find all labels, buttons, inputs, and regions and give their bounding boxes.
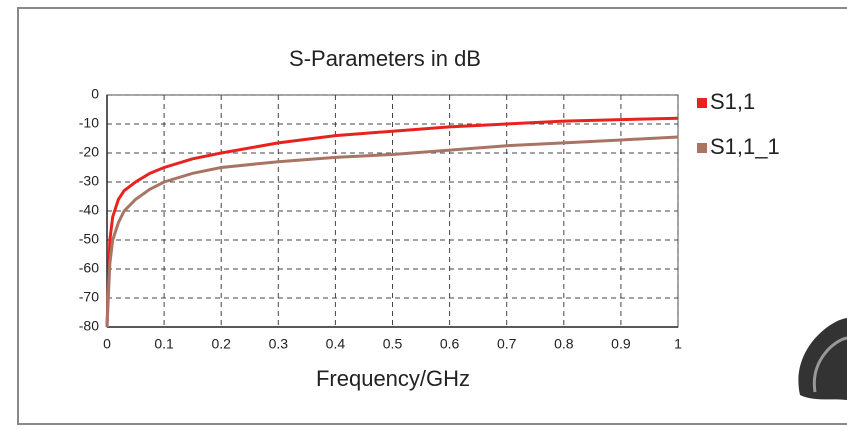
- y-tick-label: -10: [79, 115, 99, 131]
- x-tick-label: 0.8: [554, 336, 574, 352]
- y-tick-label: -30: [79, 173, 99, 189]
- x-tick-label: 0.5: [383, 336, 403, 352]
- legend-swatch: [697, 143, 707, 153]
- x-tick-label: 0.4: [326, 336, 346, 352]
- y-tick-label: 0: [91, 86, 99, 102]
- x-axis-label: Frequency/GHz: [316, 366, 470, 391]
- x-tick-label: 0.6: [440, 336, 460, 352]
- x-tick-label: 0.3: [269, 336, 289, 352]
- legend-label: S1,1: [710, 89, 755, 114]
- y-tick-label: -20: [79, 144, 99, 160]
- series-line: [105, 116, 679, 328]
- legend-swatch: [697, 98, 707, 108]
- x-tick-label: 0.2: [211, 336, 231, 352]
- y-tick-label: -80: [79, 318, 99, 334]
- x-tick-label: 0.7: [497, 336, 517, 352]
- x-tick-label: 0.9: [611, 336, 631, 352]
- x-tick-label: 0: [103, 336, 111, 352]
- x-tick-label: 0.1: [154, 336, 174, 352]
- series-line: [105, 135, 679, 328]
- device-photo-highlight: [812, 336, 847, 393]
- y-tick-label: -40: [79, 202, 99, 218]
- y-tick-label: -70: [79, 289, 99, 305]
- y-tick-label: -60: [79, 260, 99, 276]
- y-tick-label: -50: [79, 231, 99, 247]
- legend-label: S1,1_1: [710, 134, 780, 159]
- x-tick-label: 1: [674, 336, 682, 352]
- chart-title: S-Parameters in dB: [289, 46, 481, 71]
